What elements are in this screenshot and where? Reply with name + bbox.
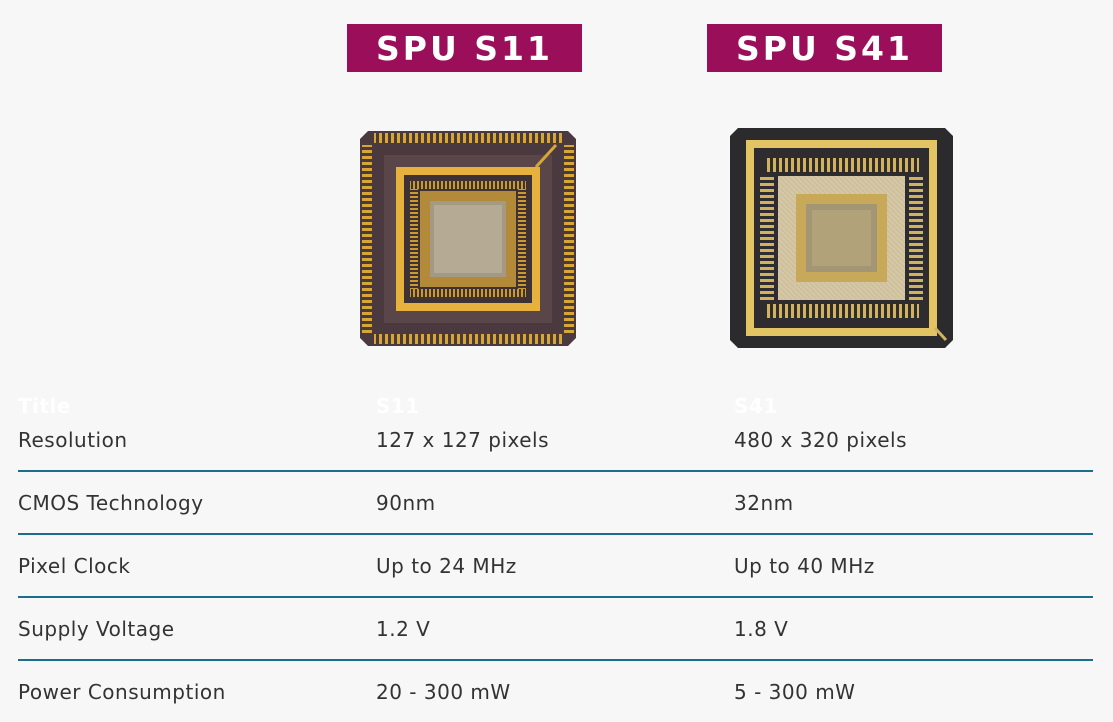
spec-table: Title S11 S41 Resolution 127 x 127 pixel… (18, 378, 1093, 722)
row-label: Resolution (18, 428, 128, 452)
row-label: Pixel Clock (18, 534, 376, 598)
chip-image-s11 (360, 131, 576, 346)
chip-s11-graphic (360, 131, 576, 346)
product-badge-s11: SPU S11 (347, 24, 582, 72)
s11-value: Up to 24 MHz (376, 534, 734, 598)
row-label-cell: Resolution (18, 418, 376, 472)
chip-image-s41 (730, 128, 953, 348)
spec-table-header: Title S11 S41 (18, 378, 1093, 418)
table-row: Pixel Clock Up to 24 MHz Up to 40 MHz (18, 534, 1093, 598)
row-label: CMOS Technology (18, 471, 376, 535)
s41-value: 1.8 V (734, 597, 1093, 661)
s11-value-cell: 127 x 127 pixels (376, 418, 734, 472)
s41-value: 32nm (734, 471, 1093, 535)
s41-value: 480 x 320 pixels (734, 428, 908, 452)
s11-value: 20 - 300 mW (376, 679, 511, 704)
row-label: Supply Voltage (18, 597, 376, 661)
s11-value: 127 x 127 pixels (376, 428, 550, 452)
s41-value: 5 - 300 mW (734, 679, 856, 704)
s41-value: Up to 40 MHz (734, 534, 1093, 598)
header-s41: S41 (734, 394, 778, 418)
table-row: Supply Voltage 1.2 V 1.8 V (18, 597, 1093, 661)
header-s11: S11 (376, 394, 420, 418)
product-badge-s41: SPU S41 (707, 24, 942, 72)
table-row: CMOS Technology 90nm 32nm (18, 471, 1093, 535)
table-row: Power Consumption 20 - 300 mW 5 - 300 mW (18, 660, 1093, 722)
table-row: Resolution 127 x 127 pixels 480 x 320 pi… (18, 418, 1093, 472)
header-title: Title (18, 394, 71, 418)
s41-value-cell: 480 x 320 pixels (734, 418, 1093, 472)
s11-value: 90nm (376, 471, 734, 535)
s11-value: 1.2 V (376, 597, 734, 661)
chip-s41-graphic (730, 128, 953, 348)
row-label: Power Consumption (18, 679, 226, 704)
